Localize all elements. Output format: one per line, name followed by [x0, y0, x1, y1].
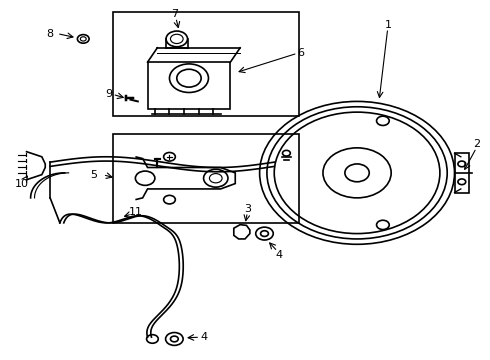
Text: 9: 9: [105, 89, 112, 99]
Text: 7: 7: [171, 9, 178, 19]
Text: 4: 4: [275, 250, 283, 260]
Text: 1: 1: [385, 19, 392, 30]
Text: 4: 4: [200, 332, 207, 342]
Text: 3: 3: [244, 203, 251, 213]
Text: 11: 11: [128, 207, 143, 217]
Text: 6: 6: [297, 48, 304, 58]
Text: 8: 8: [47, 28, 54, 39]
Text: 2: 2: [473, 139, 480, 149]
Text: 10: 10: [15, 179, 29, 189]
Text: 5: 5: [91, 170, 98, 180]
